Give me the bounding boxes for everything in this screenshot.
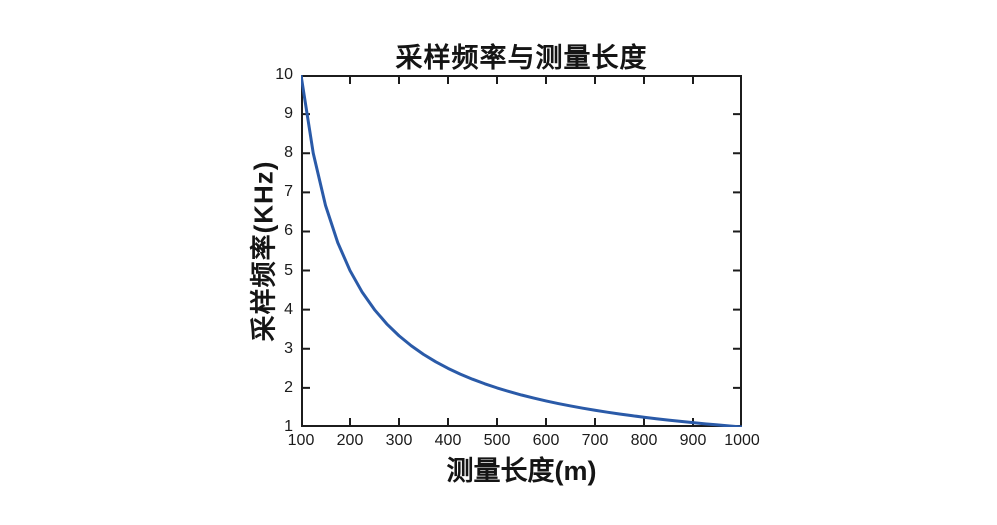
chart-title: 采样频率与测量长度 (395, 43, 648, 73)
x-tick-label: 800 (630, 432, 658, 449)
y-tick-label: 5 (284, 261, 293, 279)
x-tick-label: 300 (385, 432, 413, 449)
x-tick-label: 900 (679, 432, 707, 449)
y-tick-label: 10 (275, 66, 293, 83)
y-tick-label: 2 (284, 378, 293, 396)
x-tick-label: 700 (581, 432, 609, 449)
y-tick-label: 7 (284, 183, 293, 201)
x-tick-label: 500 (483, 432, 511, 449)
y-tick-label: 9 (284, 105, 293, 123)
plot-canvas (301, 75, 742, 427)
x-tick-label: 100 (287, 432, 315, 449)
y-tick-label: 4 (284, 300, 293, 318)
x-tick-label: 600 (532, 432, 560, 449)
x-axis-label: 测量长度(m) (446, 456, 597, 486)
plot-area (301, 75, 742, 427)
y-tick-label: 3 (284, 339, 293, 357)
x-tick-label: 400 (434, 432, 462, 449)
y-tick-label: 1 (284, 418, 293, 435)
x-tick-label: 1000 (724, 432, 760, 449)
y-tick-label: 6 (284, 222, 293, 240)
plot-frame (301, 75, 742, 427)
x-tick-label: 200 (336, 432, 364, 449)
data-curve (301, 75, 742, 427)
axis-tick-marks (301, 75, 742, 427)
y-tick-label: 8 (284, 144, 293, 162)
